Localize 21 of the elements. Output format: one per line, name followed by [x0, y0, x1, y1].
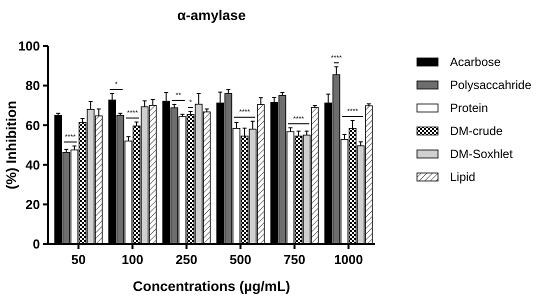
x-tick-label: 250	[176, 252, 198, 267]
legend-label: Polysaccahride	[450, 78, 532, 92]
x-tick-label: 100	[122, 252, 144, 267]
x-tick-label: 1000	[334, 252, 363, 267]
legend-label: Lipid	[450, 170, 476, 184]
legend-label: Protein	[450, 101, 488, 116]
y-tick-label: 20	[26, 196, 40, 212]
x-tick-label: 50	[71, 252, 86, 267]
y-tick-label: 40	[26, 157, 40, 172]
y-tick-label: 0	[32, 236, 40, 252]
x-axis-title: Concentrations (µg/mL)	[132, 278, 290, 294]
y-tick-label: 100	[18, 38, 40, 54]
legend-label: DM-Soxhlet	[450, 147, 514, 162]
y-tick-label: 60	[26, 118, 40, 133]
y-axis-title: (%) Inhibition	[3, 100, 19, 190]
x-tick-label: 750	[284, 252, 306, 267]
x-tick-label: 500	[230, 252, 252, 267]
legend-label: DM-crude	[450, 124, 503, 138]
legend-label: Acarbose	[450, 55, 502, 70]
chart-title: α-amylase	[177, 7, 246, 23]
y-tick-label: 80	[26, 78, 40, 94]
